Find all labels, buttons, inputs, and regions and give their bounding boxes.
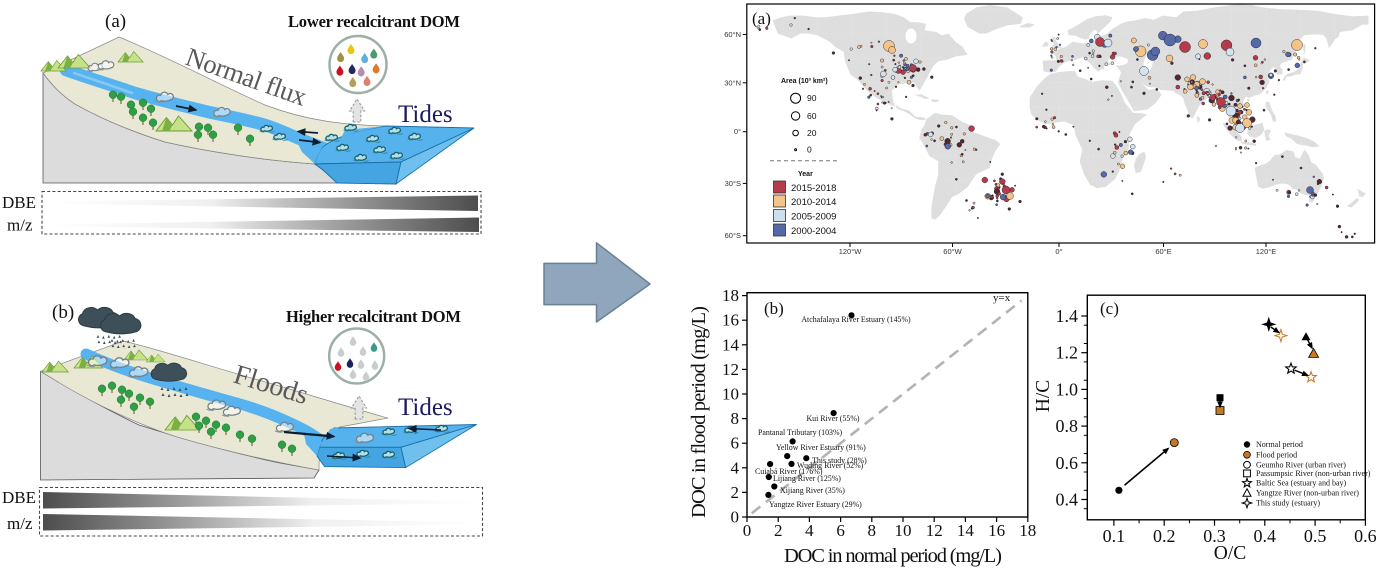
svg-text:DBE: DBE: [2, 488, 36, 507]
svg-text:0.2: 0.2: [1153, 526, 1176, 546]
svg-text:90: 90: [807, 93, 817, 103]
svg-text:H/C: H/C: [1033, 380, 1054, 413]
svg-text:18: 18: [722, 286, 739, 305]
svg-text:20: 20: [807, 128, 817, 138]
svg-text:2015-2018: 2015-2018: [791, 183, 836, 194]
svg-text:Higher recalcitrant DOM: Higher recalcitrant DOM: [286, 307, 461, 326]
svg-text:m/z: m/z: [7, 216, 33, 235]
svg-text:(b): (b): [764, 299, 784, 318]
svg-text:60: 60: [807, 111, 817, 121]
svg-text:12: 12: [722, 360, 739, 379]
svg-text:Yangtze River (non-urban river: Yangtze River (non-urban river): [1256, 489, 1359, 498]
svg-text:16: 16: [988, 521, 1005, 540]
svg-text:0.8: 0.8: [1056, 416, 1079, 436]
svg-text:2005-2009: 2005-2009: [791, 212, 836, 223]
svg-text:10: 10: [722, 385, 739, 404]
svg-text:Flood period: Flood period: [1256, 450, 1297, 459]
svg-text:Yellow River Estuary (91%): Yellow River Estuary (91%): [776, 443, 866, 452]
svg-text:This study (28%): This study (28%): [812, 456, 867, 465]
svg-text:0.4: 0.4: [1056, 490, 1079, 510]
svg-text:6: 6: [731, 434, 740, 453]
svg-text:14: 14: [957, 521, 975, 540]
svg-text:0: 0: [807, 145, 812, 155]
svg-text:30°N: 30°N: [724, 78, 741, 87]
svg-text:Geumho River (urban river): Geumho River (urban river): [1256, 460, 1346, 469]
svg-text:Tides: Tides: [398, 101, 453, 128]
svg-text:Pantanal Tributary (103%): Pantanal Tributary (103%): [758, 428, 843, 437]
svg-text:0.4: 0.4: [1254, 526, 1277, 546]
svg-text:2: 2: [731, 483, 740, 502]
svg-text:(a): (a): [105, 11, 126, 32]
svg-text:O/C: O/C: [1214, 543, 1247, 564]
svg-text:0.3: 0.3: [1203, 526, 1226, 546]
svg-text:DBE: DBE: [2, 193, 36, 212]
svg-text:8: 8: [868, 521, 877, 540]
svg-text:Area (10³ km²): Area (10³ km²): [781, 78, 828, 85]
svg-text:This study (estuary): This study (estuary): [1256, 499, 1320, 508]
svg-text:0.6: 0.6: [1056, 453, 1079, 473]
svg-text:0°: 0°: [734, 127, 741, 136]
svg-text:2000-2004: 2000-2004: [791, 226, 836, 237]
svg-text:Xijiang River (35%): Xijiang River (35%): [780, 486, 845, 495]
svg-text:1.0: 1.0: [1056, 379, 1079, 399]
svg-text:120°W: 120°W: [839, 247, 863, 256]
svg-text:(b): (b): [52, 302, 74, 323]
svg-text:1.2: 1.2: [1056, 343, 1079, 363]
svg-text:60°S: 60°S: [725, 231, 741, 240]
svg-text:Atchafalaya River Estuary (145: Atchafalaya River Estuary (145%): [801, 315, 911, 324]
svg-text:Tides: Tides: [398, 394, 453, 421]
svg-text:0: 0: [743, 521, 752, 540]
svg-text:120°E: 120°E: [1256, 247, 1277, 256]
svg-text:0.1: 0.1: [1103, 526, 1126, 546]
svg-text:Cuiabá River (176%): Cuiabá River (176%): [755, 467, 823, 476]
svg-text:8: 8: [731, 409, 740, 428]
svg-text:2010-2014: 2010-2014: [791, 197, 836, 208]
svg-text:18: 18: [1019, 521, 1036, 540]
svg-text:y=x: y=x: [993, 292, 1011, 304]
svg-text:m/z: m/z: [7, 514, 33, 533]
svg-text:0°: 0°: [1055, 247, 1062, 256]
svg-text:DOC in normal period (mg/L): DOC in normal period (mg/L): [784, 545, 1002, 567]
svg-text:30°S: 30°S: [725, 179, 741, 188]
svg-text:(c): (c): [1100, 299, 1119, 318]
svg-text:Wuding River (52%): Wuding River (52%): [797, 461, 864, 470]
svg-text:60°E: 60°E: [1155, 247, 1171, 256]
svg-text:12: 12: [926, 521, 943, 540]
svg-text:6: 6: [836, 521, 845, 540]
svg-text:60°W: 60°W: [943, 247, 962, 256]
svg-text:0: 0: [731, 508, 740, 527]
svg-text:4: 4: [805, 521, 814, 540]
svg-text:4: 4: [731, 458, 740, 477]
svg-text:0.5: 0.5: [1304, 526, 1327, 546]
svg-text:Lijiang River (125%): Lijiang River (125%): [773, 474, 841, 483]
svg-text:Passumpsic River (non-urban ri: Passumpsic River (non-urban river): [1256, 469, 1371, 478]
svg-text:Baltic Sea (estuary and bay): Baltic Sea (estuary and bay): [1256, 479, 1347, 488]
svg-text:(a): (a): [752, 9, 771, 28]
svg-text:2: 2: [774, 521, 783, 540]
svg-text:60°N: 60°N: [724, 30, 741, 39]
svg-text:Kui River (55%): Kui River (55%): [806, 414, 859, 423]
svg-text:Year: Year: [798, 171, 813, 178]
svg-text:Yangtze River Estuary (29%): Yangtze River Estuary (29%): [769, 500, 862, 509]
svg-text:10: 10: [895, 521, 912, 540]
svg-text:DOC in flood period (mg/L): DOC in flood period (mg/L): [688, 306, 710, 518]
svg-text:14: 14: [722, 335, 740, 354]
svg-text:Lower recalcitrant DOM: Lower recalcitrant DOM: [288, 12, 460, 31]
svg-text:0.6: 0.6: [1354, 526, 1377, 546]
svg-text:1.4: 1.4: [1056, 306, 1079, 326]
svg-text:16: 16: [722, 311, 739, 330]
svg-text:Normal period: Normal period: [1256, 440, 1303, 449]
